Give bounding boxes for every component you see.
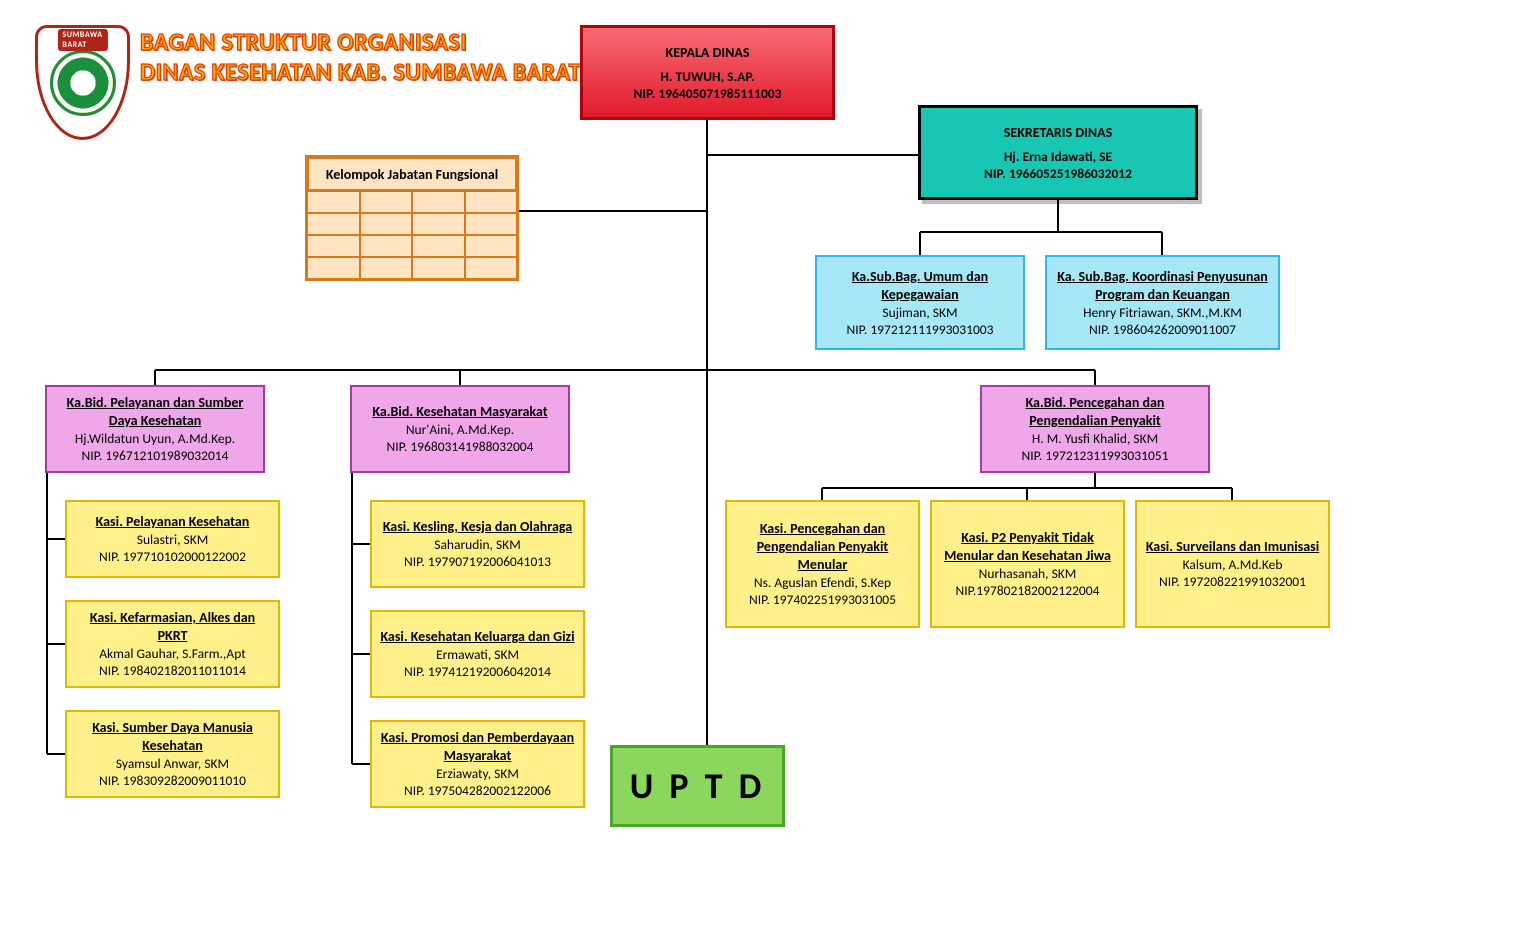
nip: NIP. 198402182011011014 [99,662,246,679]
fungsional-cell [465,213,518,235]
nip: NIP. 197402251993031005 [749,591,896,608]
node-kasi: Kasi. Pencegahan dan Pengendalian Penyak… [725,500,920,628]
fungsional-cell [465,191,518,213]
role: Kasi. Kesling, Kesja dan Olahraga [383,518,572,536]
person-name: Sulastri, SKM [137,531,209,548]
role: Kasi. Promosi dan Pemberdayaan Masyaraka… [380,729,575,765]
fungsional-cell [412,235,465,257]
node-kasi: Kasi. Kefarmasian, Alkes dan PKRTAkmal G… [65,600,280,688]
uptd-label: U P T D [630,764,766,808]
nip: NIP. 197504282002122006 [404,782,551,799]
node-subbag-program: Ka. Sub.Bag. Koordinasi Penyusunan Progr… [1045,255,1280,350]
nip: NIP.197802182002122004 [956,582,1100,599]
node-kasi: Kasi. Kesling, Kesja dan OlahragaSaharud… [370,500,585,588]
nip: NIP. 197412192006042014 [404,663,551,680]
fungsional-cell [360,191,413,213]
fungsional-cell [465,257,518,279]
role: Kasi. Pelayanan Kesehatan [96,513,250,531]
fungsional-cell [412,213,465,235]
node-kasi: Kasi. Kesehatan Keluarga dan GiziErmawat… [370,610,585,698]
role: Kasi. Surveilans dan Imunisasi [1146,538,1319,556]
nip: NIP. 197710102000122002 [99,548,246,565]
fungsional-cell [307,235,360,257]
nip: NIP. 197208221991032001 [1159,573,1306,590]
person-name: Ermawati, SKM [436,646,519,663]
role: Kasi. Kefarmasian, Alkes dan PKRT [75,609,270,645]
fungsional-cell [360,257,413,279]
fungsional-title: Kelompok Jabatan Fungsional [307,157,517,191]
node-bid-p2p: Ka.Bid. Pencegahan dan Pengendalian Peny… [980,385,1210,473]
org-logo: SUMBAWA BARAT [35,25,130,140]
node-jabatan-fungsional: Kelompok Jabatan Fungsional [305,155,519,281]
person-name: Saharudin, SKM [434,536,521,553]
fungsional-cell [307,191,360,213]
fungsional-cell [465,235,518,257]
person-name: H. TUWUH, S.AP. [660,68,754,85]
logo-banner: SUMBAWA BARAT [57,29,107,51]
role: Kasi. Kesehatan Keluarga dan Gizi [380,628,574,646]
nip: NIP. 196605251986032012 [984,165,1132,182]
nip: NIP. 196405071985111003 [633,85,781,102]
person-name: Kalsum, A.Md.Keb [1183,556,1283,573]
node-kasi: Kasi. Promosi dan Pemberdayaan Masyaraka… [370,720,585,808]
node-bid-pelayanan: Ka.Bid. Pelayanan dan Sumber Daya Keseha… [45,385,265,473]
node-subbag-umum: Ka.Sub.Bag. Umum dan Kepegawaian Sujiman… [815,255,1025,350]
nip: NIP. 197907192006041013 [404,553,551,570]
fungsional-cell [307,257,360,279]
person-name: Akmal Gauhar, S.Farm.,Apt [99,645,246,662]
role: Kasi. Sumber Daya Manusia Kesehatan [75,719,270,755]
role: KEPALA DINAS [666,44,750,62]
org-chart: SUMBAWA BARAT BAGAN STRUKTUR ORGANISASI … [0,0,1536,933]
node-sekretaris-dinas: SEKRETARIS DINAS Hj. Erna Idawati, SE NI… [918,105,1198,200]
node-uptd: U P T D [610,745,785,827]
node-kasi: Kasi. Surveilans dan ImunisasiKalsum, A.… [1135,500,1330,628]
fungsional-cell [360,213,413,235]
person-name: Ns. Aguslan Efendi, S.Kep [754,574,891,591]
person-name: Syamsul Anwar, SKM [116,755,229,772]
fungsional-cell [360,235,413,257]
fungsional-cell [412,191,465,213]
page-title: BAGAN STRUKTUR ORGANISASI DINAS KESEHATA… [140,28,581,88]
role: Kasi. Pencegahan dan Pengendalian Penyak… [735,520,910,574]
person-name: Erziawaty, SKM [436,765,519,782]
role: Kasi. P2 Penyakit Tidak Menular dan Kese… [940,529,1115,565]
fungsional-cell [412,257,465,279]
node-kasi: Kasi. P2 Penyakit Tidak Menular dan Kese… [930,500,1125,628]
node-kepala-dinas: KEPALA DINAS H. TUWUH, S.AP. NIP. 196405… [580,25,835,120]
node-kasi: Kasi. Sumber Daya Manusia KesehatanSyams… [65,710,280,798]
nip: NIP. 198309282009011010 [99,772,246,789]
node-kasi: Kasi. Pelayanan KesehatanSulastri, SKMNI… [65,500,280,578]
node-bid-kesmas: Ka.Bid. Kesehatan Masyarakat Nur'Aini, A… [350,385,570,473]
person-name: Nurhasanah, SKM [979,565,1077,582]
fungsional-cell [307,213,360,235]
role: SEKRETARIS DINAS [1004,124,1112,142]
person-name: Hj. Erna Idawati, SE [1004,148,1112,165]
